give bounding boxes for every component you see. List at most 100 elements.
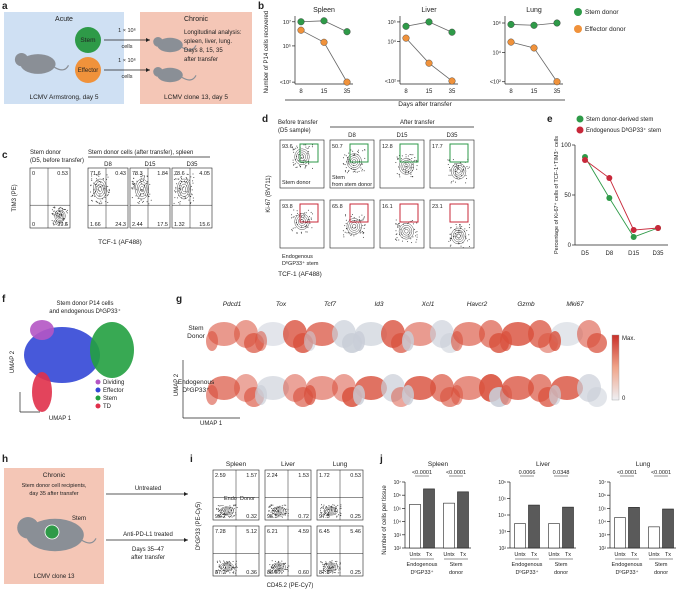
event — [321, 562, 323, 564]
event — [186, 177, 188, 179]
event — [285, 511, 287, 513]
quadrant-value: 2.44 — [132, 222, 143, 228]
label: Ki-67 (BV711) — [266, 175, 272, 212]
contour — [224, 509, 229, 513]
event — [63, 208, 65, 210]
event — [450, 174, 452, 176]
event — [308, 163, 310, 165]
event — [300, 216, 302, 218]
event — [330, 506, 332, 508]
event — [459, 178, 461, 180]
event — [416, 159, 418, 161]
quadrant-value: 4.59 — [298, 529, 309, 535]
event — [65, 211, 67, 213]
quadrant-value: 97.5 — [319, 514, 330, 520]
event — [346, 172, 348, 174]
event — [345, 223, 347, 225]
event — [176, 197, 178, 199]
contour — [273, 563, 285, 571]
event — [350, 149, 352, 151]
event — [410, 220, 412, 222]
flow-plot — [329, 139, 375, 189]
flow-plot — [329, 199, 375, 249]
event — [191, 194, 193, 196]
label: after transfer — [184, 57, 218, 63]
event — [279, 505, 281, 507]
event — [51, 220, 53, 222]
event — [293, 209, 295, 211]
quadrant-value: 0.53 — [57, 171, 68, 177]
event — [410, 173, 412, 175]
event — [305, 166, 307, 168]
event — [218, 564, 220, 566]
label: Chronic — [43, 472, 66, 479]
event — [340, 504, 342, 506]
label: Lung — [333, 461, 348, 468]
event — [270, 571, 272, 573]
event — [185, 177, 187, 179]
contour — [327, 508, 335, 514]
label: LCMV Armstrong, day 5 — [30, 94, 99, 101]
quadrant-value: 1.53 — [298, 473, 309, 479]
event — [91, 199, 93, 201]
label: Stem — [332, 175, 345, 181]
point — [343, 78, 351, 86]
event — [458, 232, 460, 234]
event — [278, 570, 280, 572]
event — [308, 162, 310, 164]
event — [416, 222, 418, 224]
event — [133, 184, 135, 186]
event — [334, 572, 336, 574]
contour — [404, 228, 409, 234]
mouse-head — [153, 67, 163, 77]
event — [362, 163, 364, 165]
event — [362, 233, 364, 235]
event — [291, 229, 293, 231]
event — [93, 182, 95, 184]
x-tick-label: D8 — [605, 251, 613, 257]
panel-label: b — [258, 1, 264, 12]
event — [456, 177, 458, 179]
event — [271, 570, 273, 572]
quadrant-value: 1.72 — [319, 473, 330, 479]
event — [357, 151, 359, 153]
event — [146, 201, 148, 203]
event — [269, 569, 271, 571]
event — [305, 212, 307, 214]
label: Percentage of Ki-67⁺ cells of TCF-1⁺TIM3… — [553, 136, 560, 254]
event — [468, 245, 470, 247]
event — [285, 568, 287, 570]
event — [405, 171, 407, 173]
mouse — [157, 37, 183, 53]
event — [216, 509, 218, 511]
y-tick-label: 10³ — [394, 533, 402, 539]
event — [268, 571, 270, 573]
event — [342, 230, 344, 232]
quadrant-value: 24.3 — [115, 222, 126, 228]
event — [343, 163, 345, 165]
event — [61, 208, 63, 210]
event — [107, 195, 109, 197]
contour — [58, 214, 62, 218]
label: Donor — [240, 496, 255, 502]
event — [340, 506, 342, 508]
event — [274, 560, 276, 562]
event — [347, 159, 349, 161]
event — [293, 163, 295, 165]
umap-cells — [304, 331, 316, 351]
event — [236, 506, 238, 508]
gate-value: 23.1 — [432, 204, 443, 210]
label: LCMV clone 13 — [33, 574, 75, 580]
event — [293, 216, 295, 218]
label: Days 35–47 — [132, 547, 165, 553]
event — [277, 510, 279, 512]
x-tick-label: 8 — [509, 89, 513, 95]
legend-label: Dividing — [103, 380, 124, 386]
event — [407, 155, 409, 157]
quadrant-value: 99.5 — [57, 222, 68, 228]
event — [335, 562, 337, 564]
event — [220, 514, 222, 516]
event — [398, 222, 400, 224]
bar — [423, 488, 435, 549]
gate-value: 50.7 — [332, 144, 343, 150]
